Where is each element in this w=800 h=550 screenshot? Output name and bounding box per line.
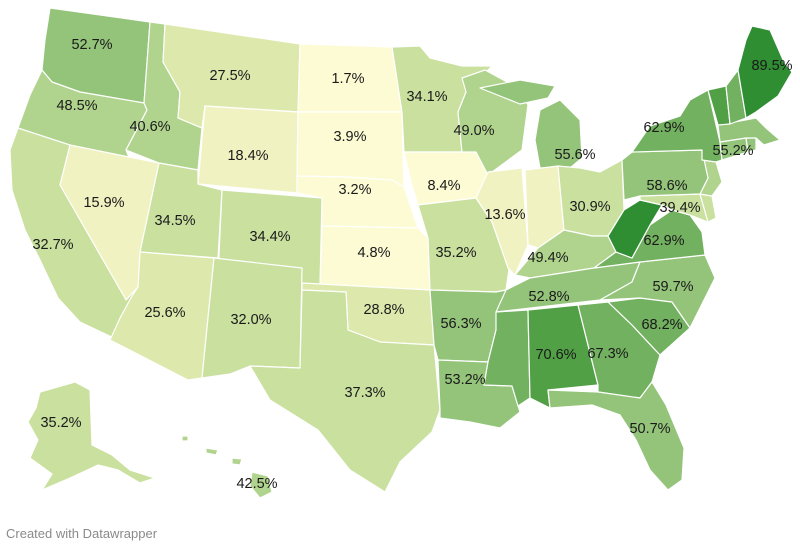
label-id: 40.6% [129,119,170,135]
label-ut: 34.5% [154,213,195,229]
label-hi: 42.5% [236,476,277,492]
label-pa: 58.6% [646,178,687,194]
label-tx: 37.3% [344,385,385,401]
label-ne: 3.2% [338,182,371,198]
label-nm: 32.0% [230,312,271,328]
label-wi: 49.0% [453,123,494,139]
label-nd: 1.7% [331,71,364,87]
state-il[interactable] [475,167,529,276]
label-wy: 18.4% [227,148,268,164]
label-mn: 34.1% [406,89,447,105]
label-ny: 62.9% [643,120,684,136]
label-az: 25.6% [144,305,185,321]
state-nc[interactable] [599,254,716,329]
state-fl[interactable] [547,381,685,491]
state-nv[interactable] [59,144,160,301]
label-sc: 68.2% [641,317,682,333]
label-ok: 28.8% [363,302,404,318]
state-mi[interactable] [479,79,583,169]
label-mo: 35.2% [435,245,476,261]
label-al: 70.6% [535,347,576,363]
label-ga: 67.3% [587,346,628,362]
label-la: 53.2% [444,372,485,388]
label-ca: 32.7% [32,237,73,253]
label-wa: 52.7% [71,37,112,53]
datawrapper-credit: Created with Datawrapper [6,526,158,541]
label-co: 34.4% [249,229,290,245]
label-ks: 4.8% [357,245,390,261]
label-nc: 59.7% [652,279,693,295]
label-ak: 35.2% [40,415,81,431]
label-il: 13.6% [484,207,525,223]
state-me[interactable] [737,25,793,119]
label-mi: 55.6% [554,147,595,163]
label-sd: 3.9% [333,129,366,145]
state-ma[interactable] [717,117,781,146]
label-me: 89.5% [751,58,792,74]
us-choropleth-map: 52.7% 48.5% 32.7% 15.9% 40.6% 27.5% 18.4… [9,7,793,499]
label-fl: 50.7% [629,421,670,437]
state-ak[interactable] [27,381,156,491]
label-oh: 30.9% [569,199,610,215]
label-ky: 49.4% [527,250,568,266]
label-tn: 52.8% [528,289,569,305]
label-or: 48.5% [56,98,97,114]
label-ia: 8.4% [427,178,460,194]
label-ar: 56.3% [440,316,481,332]
label-va: 62.9% [643,233,684,249]
state-hi[interactable] [181,435,273,499]
label-mt: 27.5% [209,68,250,84]
label-ma: 55.2% [712,143,753,159]
state-tx[interactable] [249,289,441,493]
label-md: 39.4% [659,200,700,216]
label-nv: 15.9% [83,195,124,211]
state-wv[interactable] [607,199,663,259]
